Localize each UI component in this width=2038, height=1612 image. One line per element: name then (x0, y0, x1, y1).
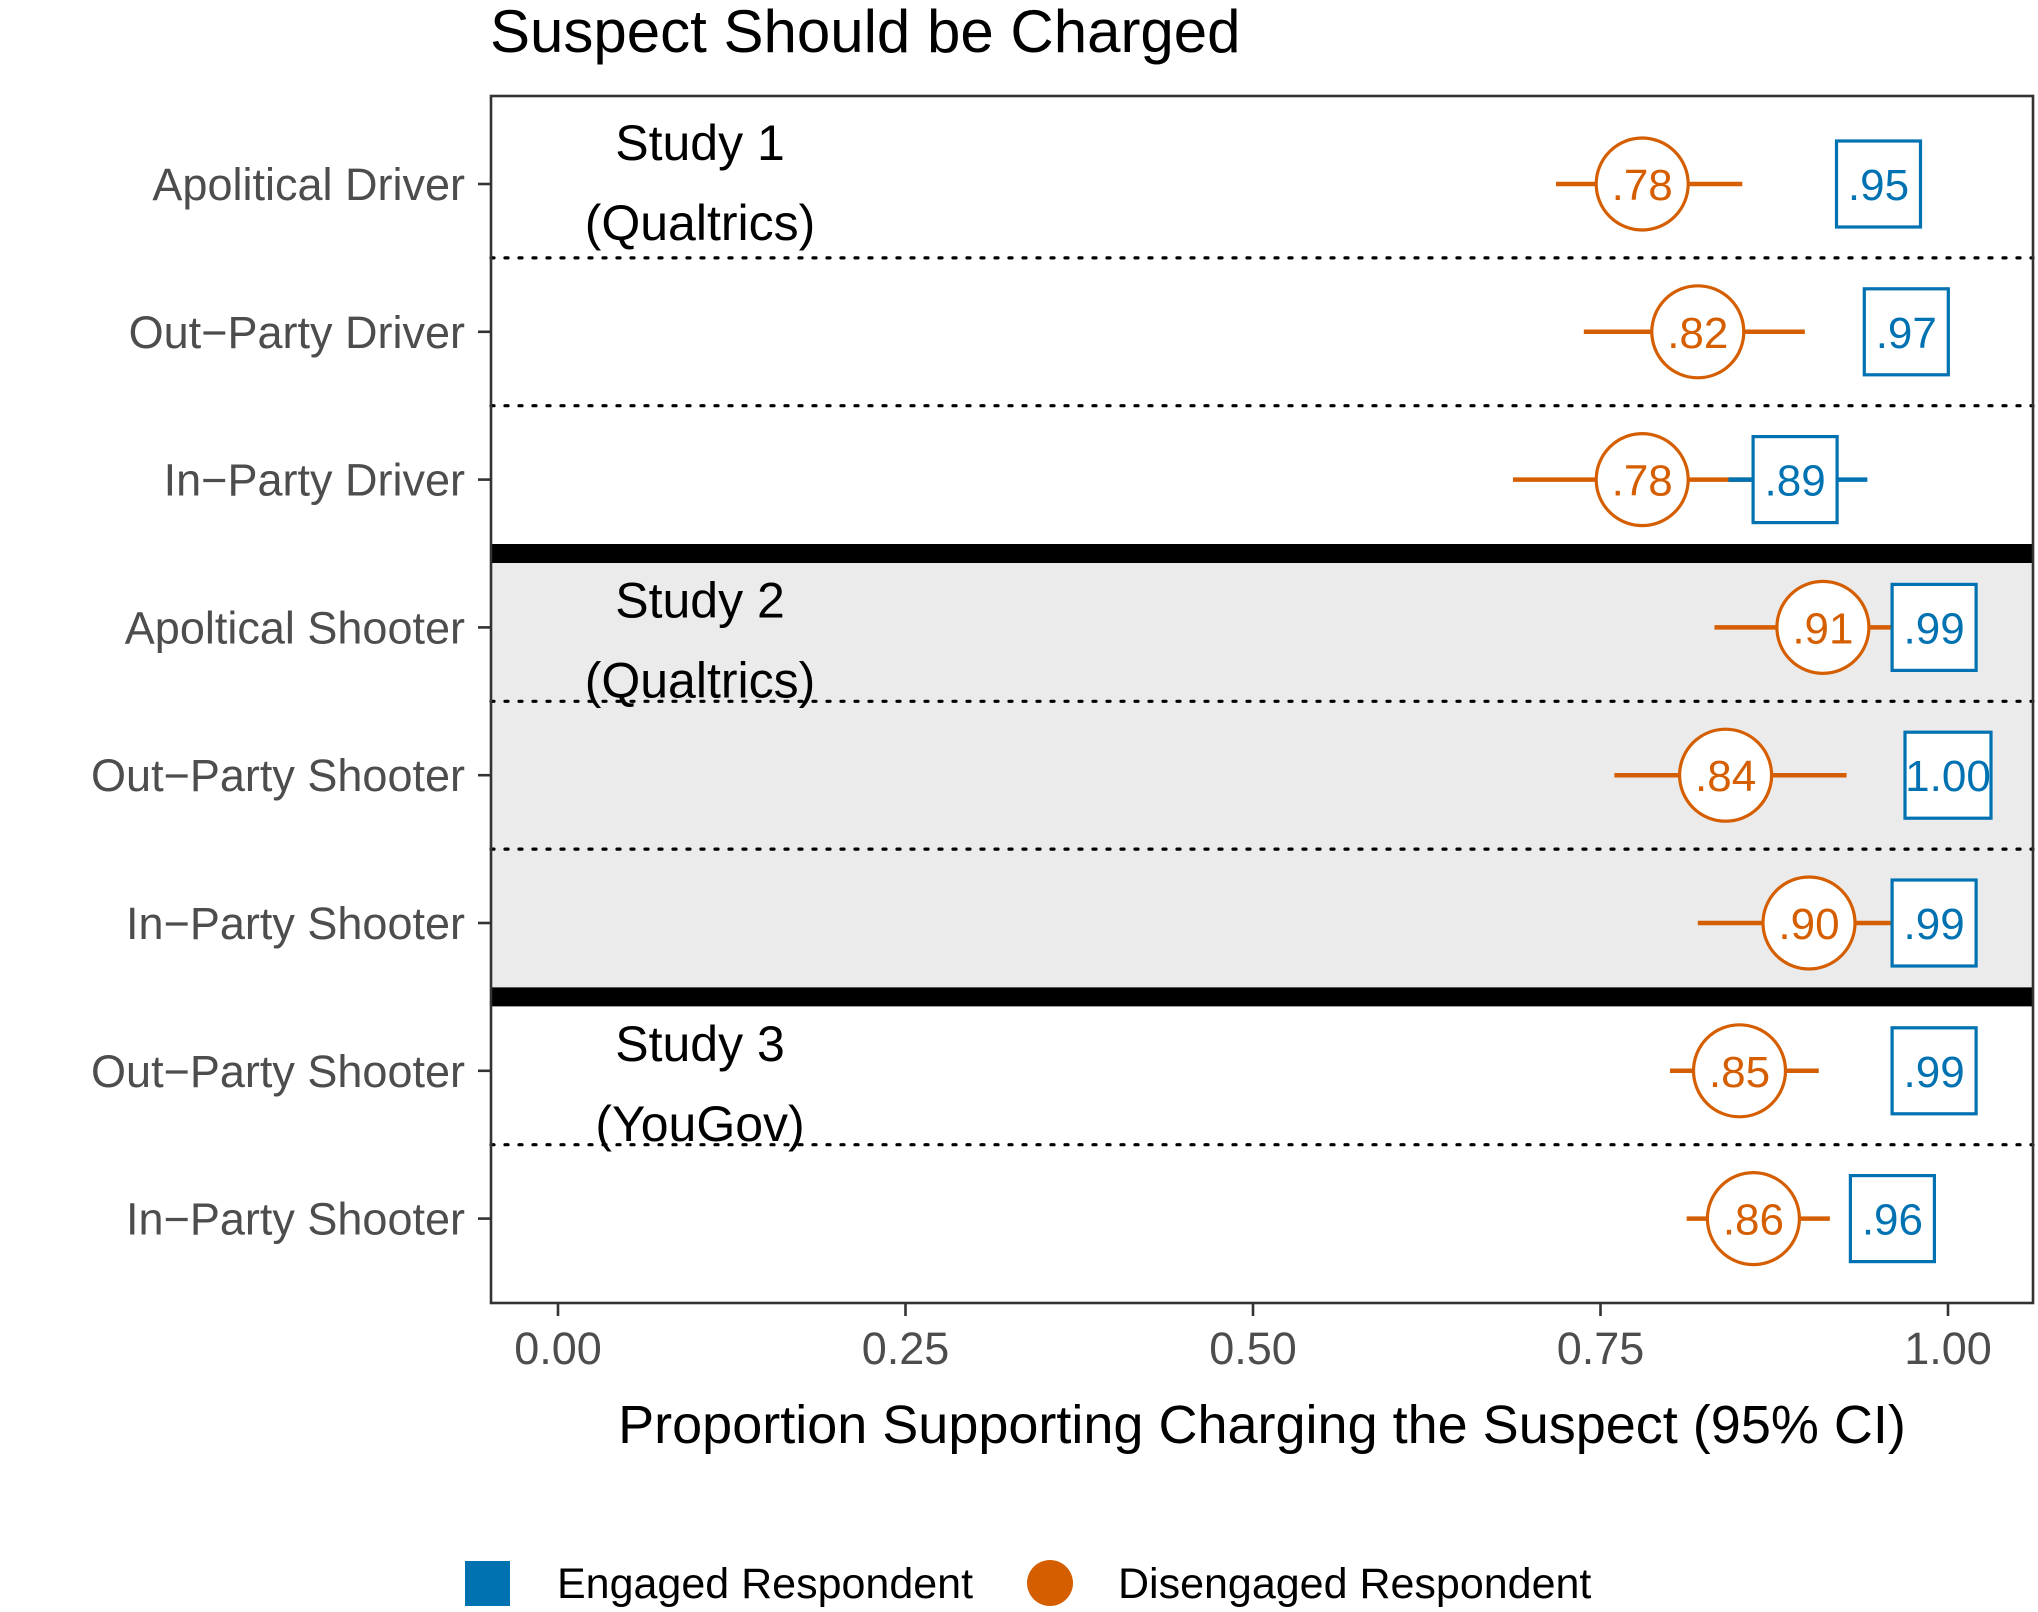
disengaged-value-label: .78 (1612, 161, 1673, 210)
x-tick-label: 0.00 (514, 1323, 602, 1374)
legend-disengaged-label: Disengaged Respondent (1118, 1560, 1591, 1608)
y-category-label: Apolitical Driver (152, 159, 465, 210)
disengaged-value-label: .90 (1778, 900, 1839, 949)
study-label-source: (YouGov) (595, 1096, 804, 1152)
study-label-title: Study 1 (615, 115, 785, 171)
engaged-value-label: .99 (1904, 900, 1965, 949)
engaged-value-label: .99 (1904, 604, 1965, 653)
disengaged-point (1761, 875, 1857, 971)
study-label-title: Study 3 (615, 1016, 785, 1072)
data-row: .78 .95 (1556, 136, 1923, 232)
disengaged-point (1691, 1023, 1788, 1119)
y-category-label: Out−Party Driver (129, 307, 465, 358)
disengaged-point (1594, 432, 1690, 528)
y-category-label: In−Party Shooter (126, 898, 465, 949)
disengaged-value-label: .86 (1723, 1196, 1784, 1245)
engaged-value-label: .99 (1904, 1048, 1965, 1097)
engaged-point (1848, 1173, 1937, 1264)
engaged-value-label: .97 (1876, 309, 1937, 358)
disengaged-point (1677, 727, 1774, 823)
x-tick-label: 0.75 (1557, 1323, 1645, 1374)
disengaged-point (1705, 1170, 1802, 1267)
engaged-point (1903, 730, 1993, 820)
data-row: .85 .99 (1670, 1023, 1978, 1119)
study-label-title: Study 2 (615, 573, 785, 629)
y-category-label: Out−Party Shooter (91, 1046, 465, 1097)
plot-border (489, 94, 2035, 1305)
engaged-point (1890, 1026, 1978, 1116)
disengaged-value-label: .82 (1667, 309, 1728, 358)
disengaged-value-label: .78 (1612, 457, 1673, 506)
chart-title: Suspect Should be Charged (490, 0, 1241, 65)
disengaged-value-label: .84 (1695, 752, 1756, 801)
legend-engaged-label: Engaged Respondent (557, 1560, 973, 1608)
disengaged-point (1594, 136, 1690, 232)
x-tick-label: 0.25 (862, 1323, 950, 1374)
data-row: .78 .89 (1512, 432, 1868, 528)
legend-engaged-swatch (465, 1561, 510, 1606)
axes: Apolitical Driver Out−Party Driver In−Part… (91, 94, 2035, 1374)
data-row: .91 .99 (1714, 579, 1978, 676)
engaged-point (1751, 435, 1839, 525)
x-tick-label: 1.00 (1904, 1323, 1992, 1374)
study-label-source: (Qualtrics) (585, 653, 816, 709)
disengaged-value-label: .85 (1709, 1048, 1770, 1097)
data-row: .84 1.00 (1614, 727, 1993, 823)
y-category-label: In−Party Shooter (126, 1194, 465, 1245)
disengaged-value-label: .91 (1792, 604, 1853, 653)
data-row: .90 .99 (1697, 875, 1978, 971)
y-category-label: Out−Party Shooter (91, 750, 465, 801)
engaged-point (1862, 287, 1950, 377)
disengaged-point (1775, 579, 1871, 676)
y-category-label: In−Party Driver (164, 455, 465, 506)
x-tick-label: 0.50 (1209, 1323, 1297, 1374)
data-row: .82 .97 (1583, 284, 1950, 380)
engaged-value-label: .95 (1848, 161, 1909, 210)
legend: Engaged Respondent Disengaged Respondent (465, 1560, 1591, 1608)
engaged-value-label: .96 (1862, 1196, 1923, 1245)
engaged-value-label: .89 (1765, 457, 1826, 506)
data-row: .86 .96 (1686, 1170, 1937, 1267)
y-category-label: Apoltical Shooter (125, 602, 465, 653)
engaged-value-label: 1.00 (1905, 752, 1991, 801)
study-label-source: (Qualtrics) (585, 195, 816, 251)
x-axis-title: Proportion Supporting Charging the Suspe… (618, 1395, 1906, 1455)
disengaged-point (1650, 284, 1746, 380)
legend-disengaged-swatch (1027, 1560, 1073, 1606)
engaged-point (1890, 582, 1978, 673)
plot-area: Study 1 (Qualtrics) Study 2 (Qualtrics) Stud… (489, 96, 2035, 1303)
engaged-point (1890, 878, 1978, 968)
engaged-point (1834, 139, 1923, 229)
